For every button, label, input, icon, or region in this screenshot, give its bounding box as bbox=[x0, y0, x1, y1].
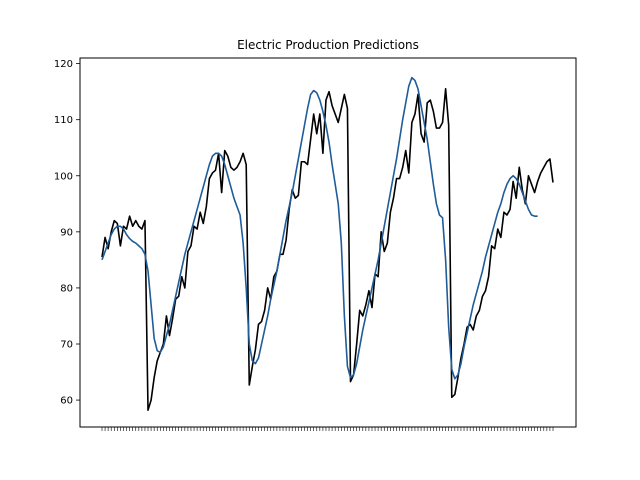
y-tick-label: 80 bbox=[60, 283, 73, 294]
series-layer bbox=[101, 76, 554, 411]
y-tick-label: 60 bbox=[60, 396, 73, 407]
series-line-actual bbox=[101, 88, 554, 411]
y-axis-ticks: 60 70 80 90 100 110 120 bbox=[54, 59, 80, 407]
y-tick-label: 120 bbox=[54, 59, 73, 70]
plot-frame bbox=[79, 57, 577, 428]
series-line-predicted bbox=[101, 76, 538, 380]
y-tick-label: 90 bbox=[60, 227, 73, 238]
y-tick-label: 70 bbox=[60, 340, 73, 351]
y-tick-label: 110 bbox=[54, 115, 73, 126]
x-axis-ticks bbox=[101, 427, 554, 431]
y-tick-label: 100 bbox=[54, 171, 73, 182]
chart-title: Electric Production Predictions bbox=[237, 38, 419, 52]
